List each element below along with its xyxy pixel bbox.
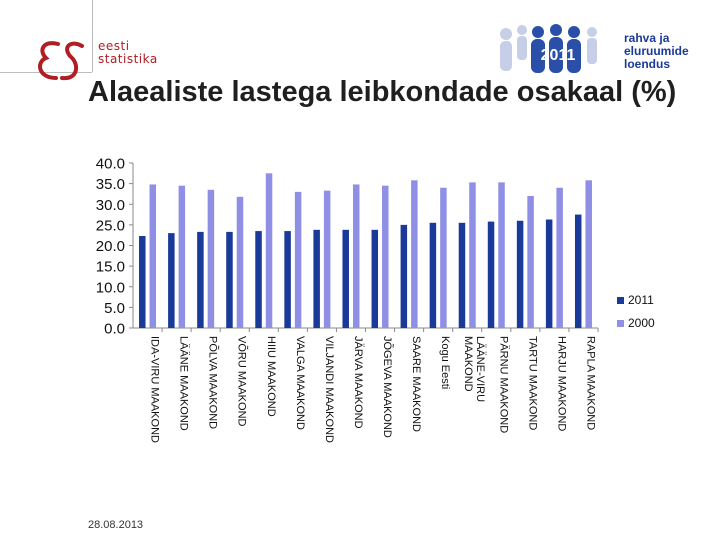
bar-2011 (371, 229, 379, 328)
header-divider-horizontal (0, 72, 92, 73)
bar-2011 (139, 236, 146, 328)
x-tick-label: TARTU MAAKOND (526, 336, 538, 430)
census-2011-logo-icon: 2011 (500, 24, 597, 73)
legend-swatch-2000 (617, 320, 624, 327)
brand-text: eesti statistika (98, 39, 158, 66)
statistics-estonia-logo-icon (38, 41, 84, 81)
bar-2011 (458, 222, 466, 328)
x-tick-label: JÄRVA MAAKOND (352, 336, 364, 429)
y-tick-label: 10.0 (96, 279, 125, 296)
footer-date: 28.08.2013 (88, 519, 144, 531)
bar-2011 (429, 222, 437, 328)
x-tick-label: IDA-VIRU MAAKOND (149, 336, 161, 443)
y-tick-label: 15.0 (96, 259, 125, 276)
x-tick-label: JÕGEVA MAAKOND (381, 336, 394, 438)
x-tick-label: VÕRU MAAKOND (236, 336, 249, 427)
bar-2011 (487, 221, 495, 328)
bar-2000 (149, 184, 157, 328)
bar-2000 (294, 191, 302, 328)
bar-2011 (226, 231, 233, 328)
x-tick-label: HIIU MAAKOND (265, 336, 277, 417)
x-tick-label: VALGA MAAKOND (294, 336, 306, 430)
x-tick-label: PÕLVA MAAKOND (207, 336, 220, 429)
x-tick-label: LÄÄNE-VIRUMAAKOND (462, 336, 486, 402)
y-tick-label: 40.0 (96, 156, 125, 173)
page-title: Alaealiste lastega leibkondade osakaal (… (88, 76, 677, 108)
x-tick-label: PÄRNU MAAKOND (497, 336, 509, 433)
x-tick-label: HARJU MAAKOND (555, 336, 567, 431)
header-divider-vertical (92, 0, 93, 72)
bar-2000 (236, 196, 244, 328)
bar-2000 (556, 187, 563, 328)
bar-2011 (545, 219, 553, 328)
y-tick-label: 30.0 (96, 197, 125, 214)
legend-label-2000: 2000 (628, 316, 655, 330)
bar-2011 (168, 233, 175, 328)
bar-2000 (382, 185, 389, 328)
bar-2000 (527, 196, 534, 328)
x-tick-label: LÄÄNE MAAKOND (178, 336, 190, 431)
bar-2011 (313, 229, 320, 328)
bar-2000 (469, 182, 476, 328)
bar-2011 (255, 231, 262, 328)
x-tick-label: SAARE MAAKOND (410, 336, 422, 432)
bar-2000 (323, 190, 331, 328)
bar-2011 (284, 231, 291, 328)
bar-2011 (342, 229, 349, 328)
bar-2000 (411, 180, 418, 328)
bar-2011 (197, 231, 204, 328)
bar-2000 (265, 173, 273, 328)
census-year: 2011 (541, 47, 576, 64)
x-tick-label: VILJANDI MAAKOND (323, 336, 335, 443)
census-text: rahva ja eluruumide loendus (624, 31, 689, 71)
bar-2011 (574, 214, 582, 328)
y-tick-label: 25.0 (96, 217, 125, 234)
bar-2000 (178, 185, 186, 328)
y-tick-label: 35.0 (96, 176, 125, 193)
y-tick-label: 5.0 (104, 300, 125, 317)
bar-2000 (440, 187, 447, 328)
bar-2000 (207, 189, 215, 328)
legend-label-2011: 2011 (628, 293, 654, 307)
bar-2000 (352, 184, 360, 328)
x-tick-label: RAPLA MAAKOND (584, 336, 596, 430)
x-tick-label: Kogu Eesti (439, 336, 451, 389)
bar-2000 (585, 180, 592, 328)
bar-2000 (498, 182, 505, 328)
y-tick-label: 0.0 (104, 321, 125, 338)
y-tick-label: 20.0 (96, 238, 125, 255)
bar-2011 (400, 224, 408, 328)
legend-swatch-2011 (617, 297, 624, 304)
bar-2011 (516, 220, 524, 328)
